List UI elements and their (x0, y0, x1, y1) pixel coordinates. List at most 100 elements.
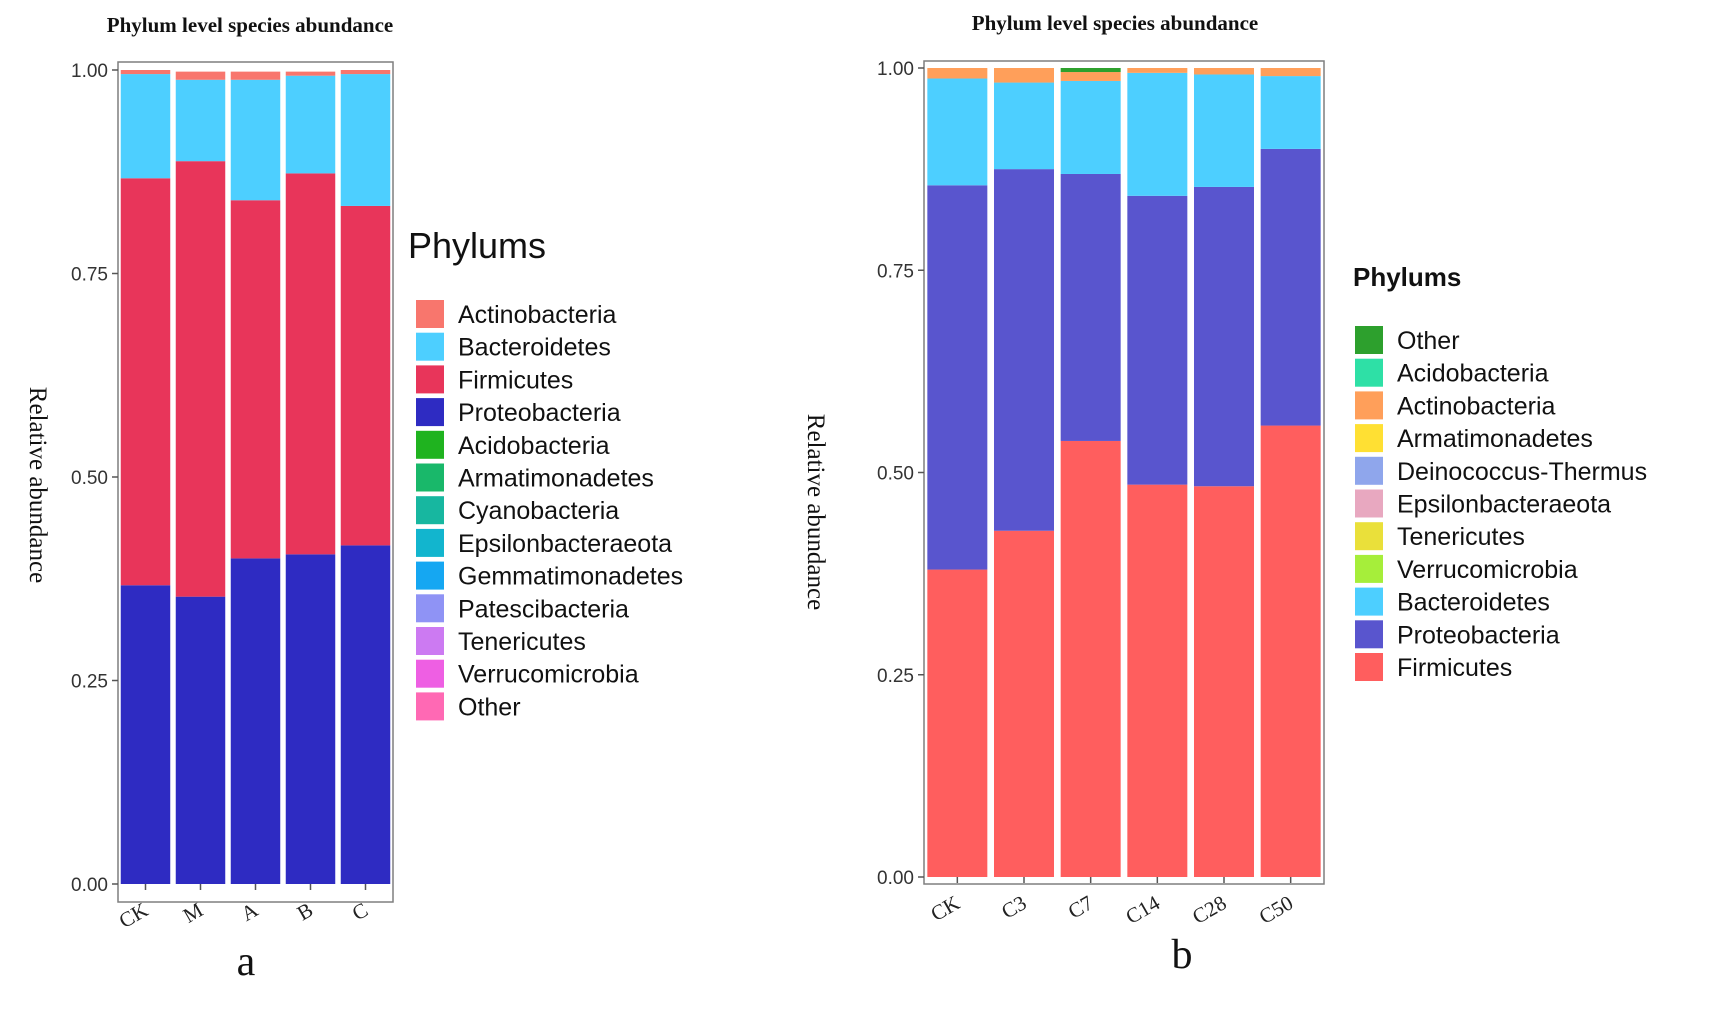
chart-b-legend-label-bacteroidetes: Bacteroidetes (1397, 589, 1550, 617)
chart-a-ylabel: Relative abundance (24, 387, 51, 583)
chart-a-bar-a-bacteroidetes (230, 79, 281, 201)
chart-a-legend-label-cyanobacteria: Cyanobacteria (458, 497, 619, 525)
chart-b-bar-c7-firmicutes (1060, 440, 1121, 877)
chart-b-legend-title: Phylums (1353, 262, 1461, 292)
chart-b-panel-label: b (1172, 932, 1193, 978)
chart-a-bar-c-firmicutes (340, 205, 391, 546)
chart-b-plot: 0.00 0.25 0.50 0.75 1.00 CK C3 C7 C14 C28 C50 (877, 59, 1325, 929)
chart-a-bar-c-bacteroidetes (340, 74, 391, 206)
chart-b-xtick-label: C14 (1122, 890, 1165, 929)
chart-a-bar-a-firmicutes (230, 200, 281, 559)
chart-a-legend-swatch-verrucomicrobia (416, 659, 444, 688)
chart-a-legend-swatch-gemmatimonadetes (416, 561, 444, 590)
chart-a-legend-swatch-armatimonadetes (416, 463, 444, 492)
chart-a-legend-label-actinobacteria: Actinobacteria (458, 301, 617, 329)
chart-b-bar-c28-actinobacteria (1194, 68, 1254, 75)
chart-b-bar-ck-firmicutes (927, 569, 988, 877)
chart-a-legend-title: Phylums (408, 225, 546, 266)
chart-b-bar-c3-proteobacteria (994, 169, 1054, 531)
chart-a-legend-swatch-actinobacteria (416, 300, 444, 328)
chart-a-legend-label-tenericutes: Tenericutes (458, 628, 586, 656)
chart-a-bar-b-firmicutes (285, 173, 336, 555)
chart-b-legend-swatch-acidobacteria (1355, 358, 1383, 387)
chart-a-legend-label-acidobacteria: Acidobacteria (458, 432, 610, 460)
chart-a-bar-ck-firmicutes (120, 178, 171, 586)
chart-b-legend-label-proteobacteria: Proteobacteria (1397, 621, 1560, 649)
chart-b-panel-border (923, 60, 1325, 885)
chart-a-legend-swatch-proteobacteria (416, 398, 444, 427)
chart-a-ytick-label: 0.50 (71, 468, 108, 489)
chart-b-bar-c28-firmicutes (1194, 486, 1254, 877)
chart-b-bar-c28-proteobacteria (1194, 186, 1254, 487)
chart-a-bar-b-actinobacteria (285, 71, 336, 76)
chart-a-legend-swatch-cyanobacteria (416, 496, 444, 525)
chart-a-legend-label-epsilonbacteraeota: Epsilonbacteraeota (458, 530, 672, 558)
chart-a-bar-m-actinobacteria (175, 71, 226, 80)
chart-a-legend-swatch-epsilonbacteraeota (416, 528, 444, 557)
chart-b-bar-c14-proteobacteria (1127, 195, 1188, 485)
chart-b-ytick-label: 0.00 (877, 868, 914, 889)
chart-a-bar-m-bacteroidetes (175, 79, 226, 162)
chart-a-bar-m-proteobacteria (175, 596, 226, 884)
chart-b-legend-swatch-deinococcus-thermus (1355, 456, 1383, 485)
chart-b-bar-c3-bacteroidetes (994, 82, 1054, 170)
chart-a-legend-swatch-patescibacteria (416, 594, 444, 623)
chart-b-bar-c7-bacteroidetes (1060, 80, 1121, 174)
chart-a-legend-swatch-other (416, 692, 444, 721)
chart-b-title: Phylum level species abundance (972, 11, 1258, 35)
chart-b-legend-swatch-firmicutes (1355, 653, 1383, 681)
chart-b-legend-label-firmicutes: Firmicutes (1397, 654, 1512, 682)
chart-b-bar-c7-proteobacteria (1060, 173, 1121, 441)
chart-b-bar-c7-other (1060, 68, 1121, 73)
chart-b-legend: Other Acidobacteria Actinobacteria Armatimo… (1355, 326, 1647, 682)
chart-a-bar-c-actinobacteria (340, 70, 391, 75)
chart-b-ylabel: Relative abundance (802, 414, 829, 610)
chart-a-bar-a-actinobacteria (230, 71, 281, 80)
chart-a-legend-swatch-acidobacteria (416, 430, 444, 459)
chart-a-bar-ck-actinobacteria (120, 70, 171, 75)
chart-b-legend-label-epsilonbacteraeota: Epsilonbacteraeota (1397, 491, 1611, 519)
chart-b-bar-c14-actinobacteria (1127, 68, 1188, 73)
chart-a-ytick-label: 1.00 (71, 61, 108, 82)
chart-b-legend-label-actinobacteria: Actinobacteria (1397, 392, 1556, 420)
chart-a-bar-ck-proteobacteria (120, 585, 171, 884)
chart-b-bar-c3-actinobacteria (994, 68, 1054, 83)
chart-a-legend-swatch-bacteroidetes (416, 332, 444, 361)
chart-a-bar-c-proteobacteria (340, 545, 391, 884)
chart-b-bar-c7-actinobacteria (1060, 72, 1121, 81)
chart-a: Phylum level species abundance Relative … (24, 13, 683, 985)
chart-b-legend-label-tenericutes: Tenericutes (1397, 523, 1525, 551)
chart-b-bar-c28-bacteroidetes (1194, 74, 1254, 187)
chart-b-xtick-label: C28 (1188, 891, 1230, 929)
chart-b-bar-c50-firmicutes (1260, 425, 1321, 877)
chart-b-bar-ck-proteobacteria (927, 185, 988, 570)
chart-b-legend-swatch-verrucomicrobia (1355, 554, 1383, 583)
chart-b-ytick-label: 0.50 (877, 464, 914, 485)
chart-a-legend-swatch-tenericutes (416, 627, 444, 655)
chart-b-legend-label-deinococcus-thermus: Deinococcus-Thermus (1397, 458, 1647, 486)
chart-b-legend-swatch-tenericutes (1355, 522, 1383, 551)
chart-b-legend-swatch-bacteroidetes (1355, 587, 1383, 616)
chart-a-legend: Actinobacteria Bacteroidetes Firmicutes Pro… (416, 300, 683, 721)
chart-b-ytick-label: 1.00 (877, 59, 914, 80)
chart-b-bar-c50-actinobacteria (1260, 68, 1321, 77)
chart-a-ytick-label: 0.75 (71, 265, 108, 286)
chart-b-legend-swatch-armatimonadetes (1355, 424, 1383, 453)
chart-b-bar-c3-firmicutes (994, 530, 1054, 877)
chart-a-bar-ck-bacteroidetes (120, 74, 171, 179)
chart-b-legend-label-acidobacteria: Acidobacteria (1397, 360, 1549, 388)
chart-b-bar-c50-bacteroidetes (1260, 76, 1321, 149)
chart-a-title: Phylum level species abundance (107, 13, 393, 37)
chart-a-ytick-label: 0.25 (71, 672, 108, 693)
chart-b-bar-ck-actinobacteria (927, 68, 988, 79)
chart-b-xtick-label: C50 (1255, 891, 1297, 929)
chart-b: Phylum level species abundance Relative … (802, 11, 1647, 978)
chart-b-bar-ck-bacteroidetes (927, 78, 988, 186)
chart-b-xtick-label: CK (927, 891, 964, 926)
chart-b-legend-swatch-other (1355, 326, 1383, 354)
chart-a-legend-label-bacteroidetes: Bacteroidetes (458, 334, 611, 362)
chart-b-bar-c14-firmicutes (1127, 484, 1188, 877)
chart-b-bar-c50-proteobacteria (1260, 148, 1321, 426)
